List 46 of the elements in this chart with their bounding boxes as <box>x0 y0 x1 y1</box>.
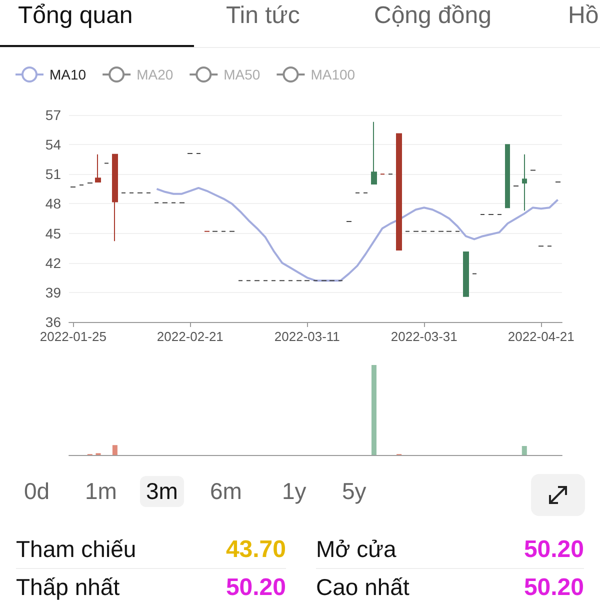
bar <box>112 445 118 455</box>
text: Tổng quan <box>18 2 133 30</box>
text: 1m <box>84 477 118 506</box>
bar <box>522 446 527 455</box>
text: Cộng đồng <box>374 2 492 30</box>
y-tick-label: 48 <box>45 196 62 212</box>
y-tick-label: 39 <box>45 284 62 300</box>
text: Mở cửa <box>316 536 396 563</box>
candlestick <box>371 121 377 184</box>
y-tick-label: 51 <box>45 166 62 182</box>
x-tick-label: 2022-01-25 <box>40 329 106 344</box>
candlestick <box>95 154 101 183</box>
text: 3m <box>140 476 184 507</box>
candlestick <box>112 154 118 242</box>
text: 50.20 <box>524 574 584 600</box>
text: Tin tức <box>226 2 300 30</box>
text: 1y <box>281 477 308 506</box>
y-tick-label: 42 <box>45 254 62 271</box>
text: Hồ <box>568 2 599 30</box>
legend-label: MA10 <box>50 66 86 82</box>
line-series <box>156 186 559 282</box>
x-tick-label: 2022-03-11 <box>274 329 340 344</box>
y-tick-label: 36 <box>45 314 62 330</box>
text: 50.20 <box>226 574 286 600</box>
text: 0d <box>23 477 51 506</box>
text: Tham chiếu <box>16 536 136 563</box>
text: Thấp nhất <box>16 574 120 600</box>
candlestick <box>463 252 469 297</box>
legend-label: MA50 <box>224 66 260 82</box>
candlestick <box>396 133 402 251</box>
y-tick-label: 45 <box>45 225 62 242</box>
x-tick-label: 2022-02-21 <box>156 329 224 344</box>
legend-label: MA20 <box>136 66 174 82</box>
legend-label: MA100 <box>310 66 356 82</box>
candlestick <box>522 154 527 212</box>
text: 5y <box>341 477 368 506</box>
text: Cao nhất <box>316 574 410 600</box>
x-tick-label: 2022-04-21 <box>508 329 574 344</box>
text: 6m <box>209 477 243 506</box>
candlestick <box>505 144 510 208</box>
text: 50.20 <box>524 536 584 564</box>
x-tick-label: 2022-03-31 <box>390 329 458 344</box>
y-tick-label: 57 <box>45 107 62 123</box>
bar <box>371 365 376 455</box>
y-tick-label: 54 <box>45 136 62 153</box>
text: 43.70 <box>226 536 286 564</box>
